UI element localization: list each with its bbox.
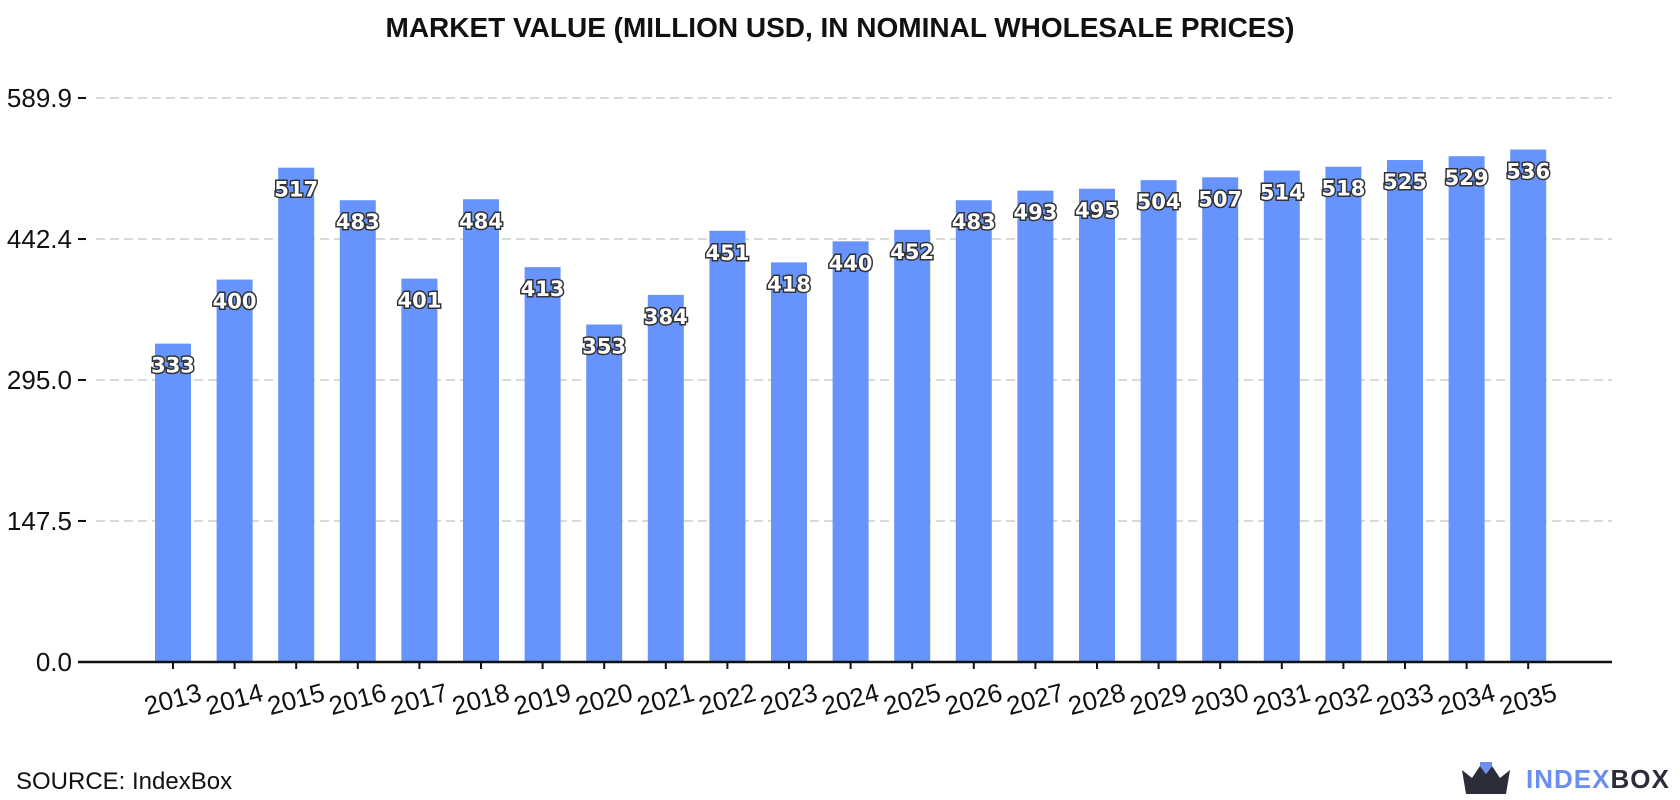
data-label: 333 bbox=[151, 354, 195, 378]
source-text: SOURCE: IndexBox bbox=[16, 768, 233, 795]
bar bbox=[586, 324, 623, 662]
brand-name: INDEXBOX bbox=[1526, 764, 1670, 795]
x-tick-label: 2017 bbox=[387, 677, 451, 721]
data-label: 384 bbox=[644, 305, 688, 329]
x-tick-label: 2033 bbox=[1373, 677, 1437, 721]
x-tick-label: 2035 bbox=[1496, 677, 1560, 721]
bar bbox=[155, 343, 191, 662]
bar bbox=[1263, 170, 1300, 662]
data-label: 452 bbox=[890, 240, 934, 264]
brand-name-box: BOX bbox=[1610, 764, 1670, 794]
data-label: 493 bbox=[1013, 201, 1057, 225]
data-labels: 333 400 517 483 401 484 413 353 384 451 418 440 452 4… bbox=[150, 158, 1552, 379]
x-tick-label: 2030 bbox=[1188, 677, 1252, 721]
bar bbox=[401, 278, 438, 662]
x-tick-label: 2026 bbox=[942, 677, 1006, 721]
data-label: 504 bbox=[1137, 190, 1181, 214]
y-tick-label: 589.9 bbox=[7, 83, 72, 113]
bars bbox=[155, 149, 1547, 663]
bar bbox=[709, 230, 746, 662]
x-tick-label: 2032 bbox=[1311, 677, 1375, 721]
x-tick-label: 2034 bbox=[1435, 677, 1499, 721]
brand-logo: INDEXBOX bbox=[1458, 758, 1678, 800]
data-label: 483 bbox=[952, 210, 996, 234]
bar bbox=[1510, 149, 1547, 663]
crown-box-icon bbox=[1462, 762, 1510, 794]
x-tick-label: 2021 bbox=[634, 677, 698, 721]
x-tick-label: 2031 bbox=[1250, 677, 1314, 721]
x-axis-ticks: 2013201420152016201720182019202020212022… bbox=[141, 662, 1560, 721]
x-tick-label: 2019 bbox=[511, 677, 575, 721]
brand-name-index: INDEX bbox=[1526, 764, 1611, 794]
x-tick-label: 2020 bbox=[572, 677, 636, 721]
bar bbox=[1325, 166, 1362, 663]
y-axis-ticks: 0.0 147.5 295.0 442.4 589.9 bbox=[7, 83, 86, 677]
data-label: 451 bbox=[705, 241, 749, 265]
data-label: 401 bbox=[397, 289, 441, 313]
x-tick-label: 2016 bbox=[326, 677, 390, 721]
data-label: 525 bbox=[1383, 170, 1427, 194]
bar bbox=[524, 267, 561, 662]
bar bbox=[955, 200, 992, 662]
y-tick-label: 147.5 bbox=[7, 506, 72, 536]
x-tick-label: 2015 bbox=[264, 677, 328, 721]
bar bbox=[278, 167, 315, 662]
y-tick-label: 295.0 bbox=[7, 365, 72, 395]
bar bbox=[1079, 188, 1115, 662]
bar bbox=[894, 229, 931, 662]
x-tick-label: 2027 bbox=[1003, 677, 1067, 721]
data-label: 517 bbox=[274, 178, 318, 202]
bar bbox=[339, 200, 376, 662]
bar bbox=[832, 241, 869, 662]
bar bbox=[463, 199, 499, 663]
x-tick-label: 2029 bbox=[1127, 677, 1191, 721]
x-tick-label: 2018 bbox=[449, 677, 513, 721]
data-label: 536 bbox=[1506, 160, 1550, 184]
data-label: 353 bbox=[582, 334, 626, 358]
x-tick-label: 2014 bbox=[203, 677, 267, 721]
y-tick-label: 0.0 bbox=[36, 647, 72, 677]
x-tick-label: 2013 bbox=[141, 677, 205, 721]
bar bbox=[216, 279, 253, 662]
data-label: 418 bbox=[767, 272, 811, 296]
bar bbox=[1202, 177, 1239, 663]
data-label: 495 bbox=[1075, 199, 1119, 223]
bar bbox=[647, 294, 684, 662]
data-label: 440 bbox=[829, 251, 873, 275]
data-label: 484 bbox=[459, 209, 503, 233]
data-label: 507 bbox=[1198, 187, 1242, 211]
bar bbox=[1448, 156, 1485, 662]
bar bbox=[771, 262, 807, 662]
x-tick-label: 2022 bbox=[695, 677, 759, 721]
bar bbox=[1017, 190, 1054, 662]
x-tick-label: 2025 bbox=[880, 677, 944, 721]
data-label: 514 bbox=[1260, 181, 1304, 205]
bar-chart: 0.0 147.5 295.0 442.4 589.9 333 400 517 483 401 4… bbox=[7, 83, 1612, 721]
data-label: 483 bbox=[336, 210, 380, 234]
bar bbox=[1387, 160, 1423, 662]
data-label: 529 bbox=[1445, 166, 1489, 190]
data-label: 413 bbox=[521, 277, 565, 301]
data-label: 518 bbox=[1321, 177, 1365, 201]
y-tick-label: 442.4 bbox=[7, 224, 72, 254]
x-tick-label: 2023 bbox=[757, 677, 821, 721]
data-label: 400 bbox=[213, 290, 257, 314]
x-tick-label: 2024 bbox=[819, 677, 883, 721]
bar bbox=[1140, 180, 1177, 663]
x-tick-label: 2028 bbox=[1065, 677, 1129, 721]
chart-title: MARKET VALUE (MILLION USD, IN NOMINAL WH… bbox=[385, 12, 1295, 43]
